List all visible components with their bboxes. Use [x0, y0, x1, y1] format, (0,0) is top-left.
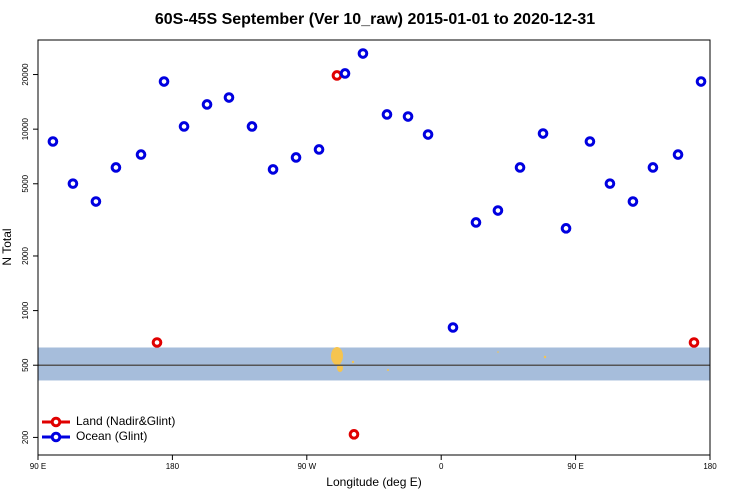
legend-label: Land (Nadir&Glint)	[76, 414, 175, 428]
point	[290, 152, 302, 163]
y-tick-label: 2000	[21, 247, 30, 265]
point	[348, 429, 360, 440]
point	[604, 178, 616, 189]
point	[402, 111, 414, 122]
legend-marker	[50, 416, 62, 428]
legend-label: Ocean (Glint)	[76, 429, 147, 443]
point	[67, 178, 79, 189]
y-tick-label: 500	[21, 358, 30, 372]
point	[151, 337, 163, 348]
point	[246, 121, 258, 132]
x-tick-label: 90 E	[30, 462, 46, 471]
y-axis-label: N Total	[0, 228, 14, 265]
point	[331, 70, 343, 81]
point	[110, 162, 122, 173]
point	[178, 121, 190, 132]
x-tick-label: 180	[703, 462, 717, 471]
legend-marker	[50, 431, 62, 443]
y-tick-label: 5000	[21, 174, 30, 192]
band	[38, 347, 710, 381]
point	[422, 129, 434, 140]
land-shape	[351, 360, 355, 364]
land-shapes	[331, 347, 547, 372]
point	[560, 223, 572, 234]
point	[627, 196, 639, 207]
point	[447, 322, 459, 333]
x-axis-label: Longitude (deg E)	[326, 475, 421, 489]
x-tick-label: 90 E	[567, 462, 583, 471]
point	[201, 99, 213, 110]
land-shape	[337, 364, 343, 372]
chart-title: 60S-45S September (Ver 10_raw) 2015-01-0…	[155, 11, 595, 28]
x-tick-label: 180	[166, 462, 180, 471]
x-tick-label: 90 W	[297, 462, 316, 471]
y-tick-label: 200	[21, 430, 30, 444]
point	[267, 164, 279, 175]
point	[158, 76, 170, 87]
point	[470, 217, 482, 228]
point	[537, 128, 549, 139]
point	[584, 136, 596, 147]
point	[381, 109, 393, 120]
land-shape	[387, 369, 389, 371]
y-tick-label: 20000	[21, 63, 30, 86]
y-tick-label: 10000	[21, 117, 30, 140]
point	[695, 76, 707, 87]
point	[339, 68, 351, 79]
point	[688, 337, 700, 348]
point	[90, 196, 102, 207]
x-tick-label: 0	[439, 462, 444, 471]
point	[514, 162, 526, 173]
point	[492, 205, 504, 216]
point	[672, 149, 684, 160]
point	[47, 136, 59, 147]
plot-frame	[37, 39, 711, 456]
point	[647, 162, 659, 173]
point	[313, 144, 325, 155]
y-tick-label: 1000	[21, 301, 30, 319]
point	[223, 92, 235, 103]
point	[135, 149, 147, 160]
land-shape	[497, 351, 499, 353]
point	[357, 48, 369, 59]
land-shape	[331, 347, 343, 365]
land-shape	[543, 355, 547, 359]
